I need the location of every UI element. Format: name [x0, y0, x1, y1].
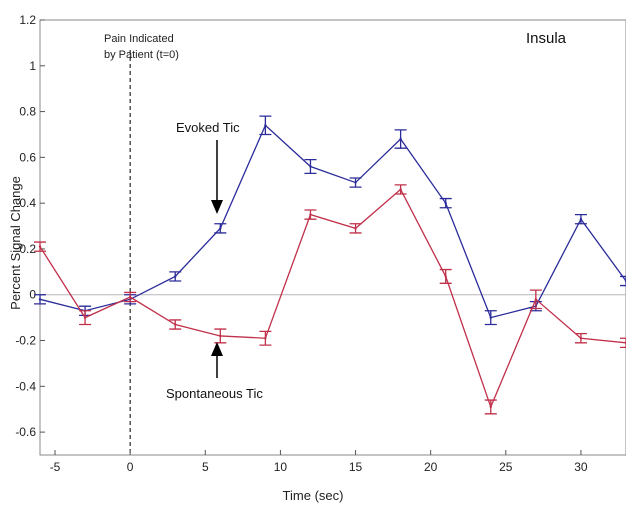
series-line [39, 124, 626, 319]
y-tick-label: 1.2 [19, 13, 36, 27]
series-layer [34, 115, 626, 415]
data-point [579, 337, 583, 340]
x-tick-label: 20 [424, 460, 438, 474]
data-point [219, 227, 222, 230]
data-point [264, 124, 267, 127]
data-point [444, 201, 447, 205]
data-point [309, 165, 312, 168]
data-point [309, 213, 312, 216]
data-point [174, 275, 177, 278]
x-tick-label: 10 [274, 460, 288, 474]
spontaneous-arrow [211, 342, 223, 378]
y-axis-label: Percent Signal Change [8, 176, 23, 310]
spontaneous-tic-label: Spontaneous Tic [166, 386, 263, 401]
data-point [219, 334, 222, 338]
y-tick-label: 0.4 [19, 196, 36, 210]
x-tick-label: 15 [349, 460, 363, 474]
y-tick-label: -0.2 [15, 334, 36, 348]
y-tick-label: 0.8 [19, 105, 36, 119]
series-line [39, 188, 626, 409]
x-tick-label: 25 [499, 460, 513, 474]
y-tick-label: 0.2 [19, 242, 36, 256]
x-axis-label: Time (sec) [283, 488, 344, 503]
x-tick-label: 5 [202, 460, 209, 474]
pain-annotation-line1: Pain Indicated [104, 33, 174, 45]
data-point [128, 295, 132, 299]
data-point [264, 337, 267, 340]
series-spontaneous [34, 184, 626, 415]
data-point [354, 227, 357, 230]
x-tick-label: -5 [50, 460, 61, 474]
y-tick-label: -0.6 [15, 425, 36, 439]
y-tick-label: 1 [29, 59, 36, 73]
data-point [399, 137, 402, 141]
x-tick-label: 0 [127, 460, 134, 474]
data-point [489, 405, 492, 409]
plot-frame [39, 19, 626, 456]
y-tick-label: -0.4 [15, 379, 36, 393]
data-point [399, 188, 402, 191]
data-point [489, 316, 492, 319]
y-tick-label: 0 [29, 288, 36, 302]
data-point [174, 323, 177, 326]
data-point [38, 245, 42, 248]
data-point [38, 298, 42, 301]
y-axis-ticks: 1.2 1 0.8 0.6 0.4 0.2 0 -0.2 -0.4 -0.6 [15, 13, 45, 439]
series-evoked [34, 115, 626, 326]
error-bar [620, 275, 626, 287]
evoked-tic-label: Evoked Tic [176, 120, 240, 135]
x-axis-ticks: -5 0 5 10 15 20 25 30 [50, 450, 588, 474]
chart-title: Insula [526, 30, 567, 47]
x-tick-label: 30 [574, 460, 588, 474]
error-bar [620, 337, 626, 349]
data-point [579, 217, 583, 221]
data-point [534, 298, 538, 301]
evoked-arrow [211, 140, 223, 214]
y-tick-label: 0.6 [19, 150, 36, 164]
data-point [444, 275, 447, 278]
plot-area [39, 19, 626, 456]
data-point [83, 316, 87, 319]
pain-annotation-line2: by Patient (t=0) [104, 49, 179, 61]
data-point [354, 181, 357, 184]
